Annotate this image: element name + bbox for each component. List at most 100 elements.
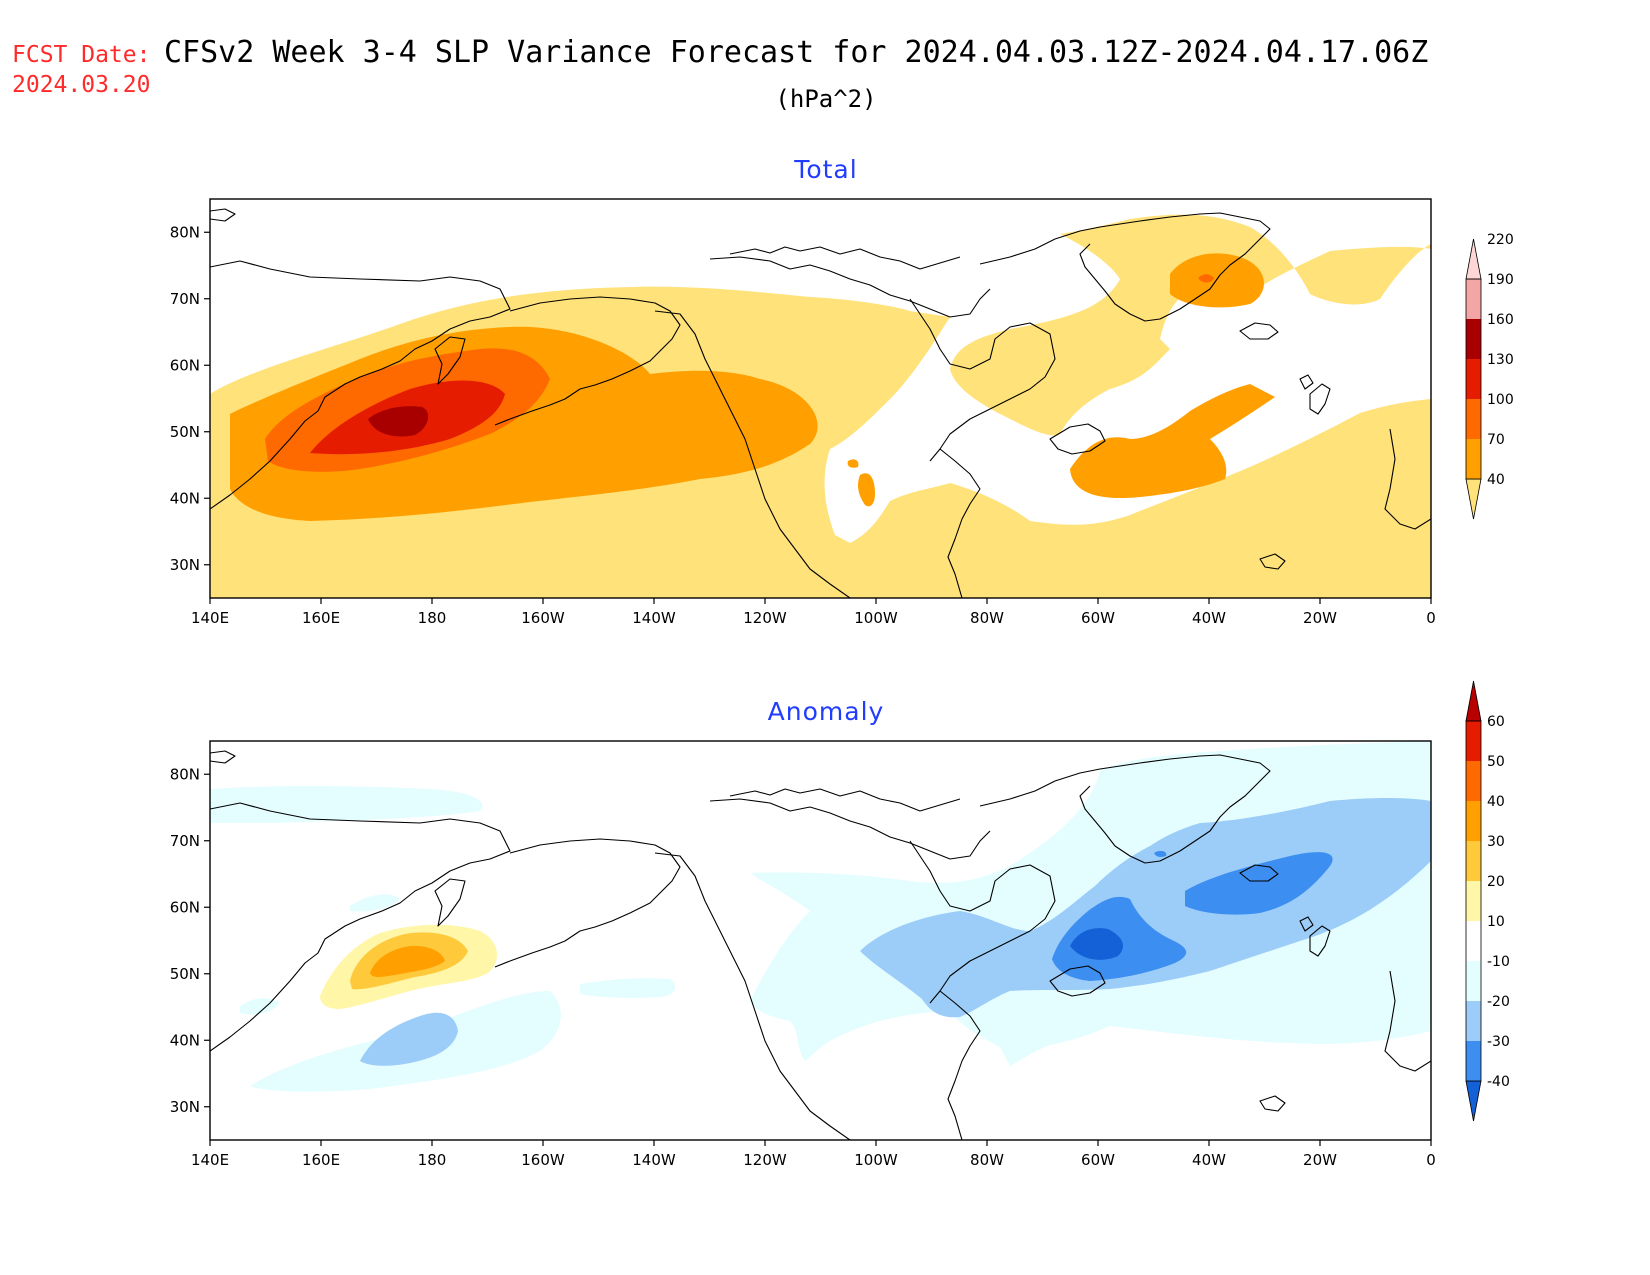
anomaly-contour-m10-pacific-mid (580, 978, 676, 998)
coastline-segment (210, 750, 236, 764)
x-tick-label: 120W (743, 1151, 787, 1169)
coastline-segment (210, 802, 511, 1052)
coastline-segment (434, 336, 466, 385)
coastline-segment (1049, 423, 1106, 455)
coastline-segment (210, 260, 511, 510)
colorbar-frame (1465, 278, 1482, 480)
figure-units: (hPa^2) (775, 85, 876, 113)
x-tick-label: 120W (743, 609, 787, 627)
total-coastlines (210, 208, 1431, 598)
colorbar-swatch (1466, 279, 1481, 319)
y-tick-label: 30N (170, 556, 200, 574)
coastline-segment (494, 838, 681, 968)
y-tick-label: 80N (170, 223, 200, 241)
coastline-segment (979, 754, 1271, 864)
x-tick-label: 0 (1426, 609, 1436, 627)
colorbar-swatch (1466, 801, 1481, 841)
colorbar-swatch (1466, 439, 1481, 479)
total-y-axis: 80N 70N 60N 50N 40N 30N (170, 223, 210, 574)
x-tick-label: 40W (1192, 609, 1226, 627)
colorbar-label: 100 (1487, 392, 1514, 408)
x-tick-label: 100W (854, 609, 898, 627)
coastline-segment (1049, 965, 1106, 997)
coastline-segment (939, 990, 981, 1140)
coastline-segment (939, 448, 981, 598)
total-colorbar: 40 70 100 130 160 190 220 (1465, 232, 1514, 520)
coastline-segment (1299, 374, 1314, 390)
coastline-segment (729, 246, 961, 270)
forecast-date-label: FCST Date: (12, 42, 150, 68)
x-tick-label: 160W (521, 609, 565, 627)
colorbar-label: 70 (1487, 432, 1505, 448)
colorbar-swatch (1466, 1041, 1481, 1081)
anomaly-contour-m20-america (860, 798, 1431, 1018)
x-tick-label: 140E (191, 609, 229, 627)
total-contour-160 (368, 406, 429, 437)
colorbar-swatch (1466, 761, 1481, 801)
x-tick-label: 180 (418, 1151, 447, 1169)
anomaly-y-axis: 80N 70N 60N 50N 40N 30N (170, 765, 210, 1116)
colorbar-swatch (1466, 359, 1481, 399)
x-tick-label: 40W (1192, 1151, 1226, 1169)
y-tick-label: 40N (170, 489, 200, 507)
colorbar-label: 160 (1487, 312, 1514, 328)
total-contour-70-plains-b (847, 459, 859, 468)
total-x-axis: 140E 160E 180 160W 140W 120W 100W 80W 60W 40W 20W 0 (191, 598, 1436, 627)
colorbar-label: 50 (1487, 754, 1505, 770)
coastline-segment (1299, 916, 1314, 932)
colorbar-upper-triangle (1465, 238, 1482, 280)
anomaly-contours (210, 741, 1431, 1092)
anomaly-contour-m40-labrador (1070, 928, 1123, 960)
coastline-segment (1384, 970, 1431, 1072)
total-contour-130-greenland (1198, 274, 1214, 283)
coastline-segment (434, 878, 466, 927)
total-map-frame (209, 198, 1432, 599)
colorbar-frame (1465, 720, 1482, 1082)
coastline-segment (1259, 1095, 1286, 1112)
colorbar-label: 220 (1487, 232, 1514, 248)
total-contours (210, 214, 1431, 598)
coastline-segment (709, 256, 991, 318)
x-tick-label: 140E (191, 1151, 229, 1169)
colorbar-label: 30 (1487, 834, 1505, 850)
colorbar-swatch (1466, 841, 1481, 881)
anomaly-contour-m30-greenland-east (1185, 852, 1333, 915)
total-panel: Total 140E 160E 180 1 (170, 155, 1514, 627)
colorbar-swatch (1466, 921, 1481, 961)
x-tick-label: 100W (854, 1151, 898, 1169)
anomaly-colorbar: -40 -30 -20 -10 10 20 30 40 50 60 (1465, 680, 1510, 1122)
colorbar-lower-triangle (1465, 478, 1482, 520)
x-tick-label: 60W (1081, 1151, 1115, 1169)
anomaly-coastlines (210, 750, 1431, 1140)
x-tick-label: 20W (1303, 609, 1337, 627)
colorbar-label: -30 (1487, 1034, 1510, 1050)
colorbar-label: 130 (1487, 352, 1514, 368)
colorbar-swatch (1466, 319, 1481, 359)
forecast-date-value: 2024.03.20 (12, 72, 150, 98)
x-tick-label: 20W (1303, 1151, 1337, 1169)
x-tick-label: 80W (970, 609, 1004, 627)
coastline-segment (1259, 553, 1286, 570)
total-map-area (210, 199, 1431, 598)
colorbar-swatch (1466, 721, 1481, 761)
coastline-segment (1239, 864, 1279, 882)
coastline-segment (709, 798, 991, 860)
total-contour-70-atlantic (1070, 384, 1275, 499)
colorbar-swatch (1466, 1001, 1481, 1041)
coastline-segment (909, 298, 1056, 462)
y-tick-label: 50N (170, 423, 200, 441)
colorbar-lower-triangle (1465, 1080, 1482, 1122)
colorbar-label: -10 (1487, 954, 1510, 970)
coastline-segment (654, 310, 851, 598)
anomaly-contour-m20-pacific (360, 1012, 458, 1066)
colorbar-label: 60 (1487, 714, 1505, 730)
anomaly-contour-p30 (370, 945, 445, 977)
y-tick-label: 30N (170, 1098, 200, 1116)
y-tick-label: 50N (170, 965, 200, 983)
anomaly-map-frame (209, 740, 1432, 1141)
anomaly-map-area (210, 741, 1431, 1140)
colorbar-label: -20 (1487, 994, 1510, 1010)
colorbar-label: 190 (1487, 272, 1514, 288)
colorbar-label: -40 (1487, 1074, 1510, 1090)
y-tick-label: 60N (170, 898, 200, 916)
